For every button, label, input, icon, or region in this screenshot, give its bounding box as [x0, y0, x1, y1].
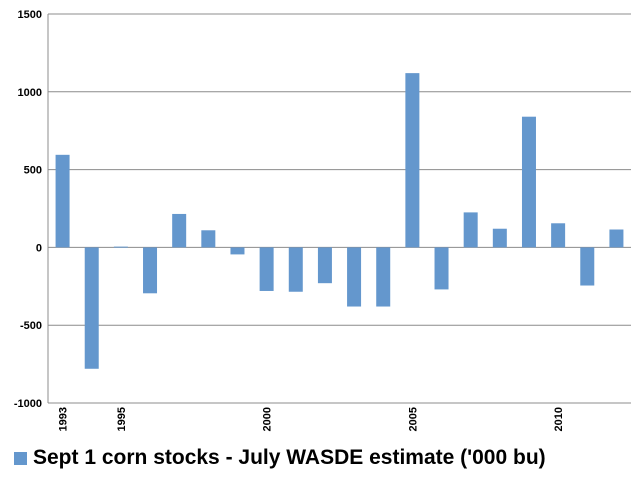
- y-tick-label: 1500: [18, 9, 42, 21]
- bar: [259, 247, 274, 291]
- bar: [376, 247, 391, 307]
- x-tick-label: 2005: [407, 407, 419, 431]
- bar: [230, 247, 245, 255]
- bar: [492, 228, 507, 248]
- bar: [580, 247, 595, 286]
- y-tick-label: -1000: [14, 398, 42, 410]
- x-tick-label: 2000: [262, 407, 274, 431]
- y-tick-label: 0: [36, 242, 42, 254]
- bar: [84, 247, 99, 369]
- bar-chart: 1500 1000 500 0 -500 -1000 1993 1995 2000 2005 20…: [14, 9, 631, 431]
- bar: [172, 213, 187, 248]
- bar: [463, 212, 478, 248]
- y-tick-label: -500: [20, 320, 42, 332]
- legend-label: Sept 1 corn stocks - July WASDE estimate…: [33, 446, 546, 469]
- bar: [405, 73, 420, 248]
- x-tick-label: 1995: [116, 407, 128, 431]
- x-tick-label: 1993: [58, 407, 70, 431]
- bar: [434, 247, 449, 290]
- legend: Sept 1 corn stocks - July WASDE estimate…: [14, 446, 546, 470]
- y-tick-label: 1000: [18, 87, 42, 99]
- x-tick-label: 2010: [553, 407, 565, 431]
- bar: [201, 230, 216, 248]
- x-tick-labels: 1993 1995 2000 2005 2010: [58, 407, 566, 431]
- grid-lines: [48, 13, 631, 404]
- bar: [317, 247, 332, 284]
- bar: [521, 116, 536, 248]
- bar: [551, 223, 566, 248]
- y-tick-labels: 1500 1000 500 0 -500 -1000: [14, 9, 42, 410]
- bar: [113, 246, 128, 248]
- bars: [55, 73, 624, 369]
- bar: [143, 247, 158, 294]
- bar: [347, 247, 362, 307]
- y-tick-label: 500: [24, 165, 42, 177]
- bar: [55, 154, 70, 248]
- bar: [288, 247, 303, 292]
- bar: [609, 229, 624, 248]
- legend-swatch: [14, 451, 27, 465]
